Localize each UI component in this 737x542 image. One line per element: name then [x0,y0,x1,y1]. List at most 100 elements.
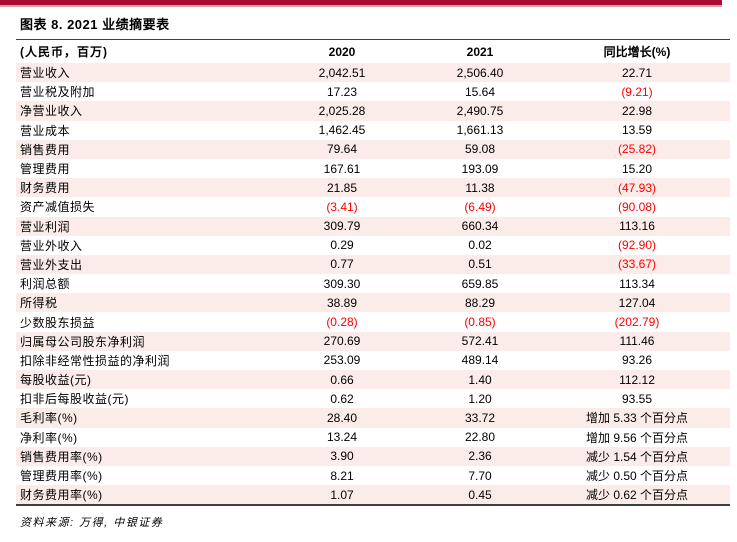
table-row: 营业收入 2,042.51 2,506.40 22.71 [16,63,730,83]
cell-yoy: 22.98 [621,103,653,118]
cell-2021: 2,490.75 [456,103,504,118]
table-body: 营业收入 2,042.51 2,506.40 22.71 营业税及附加 17.23 15.6… [16,63,730,505]
cell-yoy: 增加 9.56 个百分点 [585,430,689,445]
figure-title: 图表 8. 2021 业绩摘要表 [20,17,170,32]
cell-yoy: 111.46 [619,334,655,349]
cell-2021: 11.38 [465,180,495,195]
cell-yoy: 112.12 [619,372,655,387]
cell-2021: 33.72 [464,410,496,425]
cell-2021: 0.45 [468,487,492,502]
cell-2021: 2,506.40 [456,65,504,80]
table-row: 管理费用率(%) 8.21 7.70 减少 0.50 个百分点 [16,466,730,485]
table-row: 销售费用率(%) 3.90 2.36 减少 1.54 个百分点 [16,446,730,466]
cell-2021: 1,661.13 [456,123,504,138]
table-row: 归属母公司股东净利润 270.69 572.41 111.46 [16,331,730,351]
table-row: 营业税及附加 17.23 15.64 (9.21) [16,82,730,101]
cell-2021: (6.49) [464,199,496,214]
row-label: 管理费用 [20,162,71,177]
row-label: 所得税 [20,296,58,311]
column-header-unit: (人民币，百万) [20,45,108,59]
cell-2020: 3.90 [330,449,354,464]
row-label: 毛利率(%) [20,411,78,426]
cell-2021: (0.85) [464,315,496,330]
cell-yoy: (90.08) [617,199,657,214]
cell-yoy: 减少 0.62 个百分点 [585,488,689,503]
cell-2021: 1.40 [468,372,492,387]
cell-2020: 309.79 [323,219,361,234]
cell-2020: 28.40 [326,410,358,425]
cell-yoy: 127.04 [618,295,656,310]
row-label: 财务费用 [20,181,71,196]
column-header-2020: 2020 [328,44,356,59]
cell-2020: 21.85 [326,180,358,195]
cell-yoy: (202.79) [614,315,660,330]
cell-yoy: (47.93) [617,180,657,195]
cell-2020: 253.09 [323,353,361,368]
cell-2021: 88.29 [464,295,496,310]
table-row: 扣非后每股收益(元) 0.62 1.20 93.55 [16,389,730,408]
row-label: 扣非后每股收益(元) [20,392,129,407]
cell-2020: 1.07 [330,487,354,502]
table-row: 利润总额 309.30 659.85 113.34 [16,274,730,293]
cell-2020: 309.30 [323,276,361,291]
cell-2021: 572.41 [461,334,499,349]
table-row: 财务费用 21.85 11.38 (47.93) [16,178,730,198]
cell-2021: 659.85 [461,276,499,291]
cell-yoy: 减少 1.54 个百分点 [585,449,689,464]
row-label: 销售费用率(%) [20,449,103,464]
row-label: 营业税及附加 [20,85,96,100]
cell-2020: 8.21 [330,468,354,483]
cell-2021: 660.34 [461,219,499,234]
row-label: 管理费用率(%) [20,469,103,484]
cell-2020: 270.69 [323,334,361,349]
cell-2021: 7.70 [468,468,492,483]
row-label: 净营业收入 [20,104,83,119]
row-label: 营业利润 [20,219,71,234]
cell-2020: 167.61 [323,161,361,176]
row-label: 资产减值损失 [20,200,96,215]
table-row: 所得税 38.89 88.29 127.04 [16,293,730,313]
table-row: 净利率(%) 13.24 22.80 增加 9.56 个百分点 [16,428,730,447]
row-label: 营业成本 [20,123,71,138]
cell-yoy: 22.71 [621,65,653,80]
table-row: 管理费用 167.61 193.09 15.20 [16,159,730,178]
cell-yoy: 113.34 [619,276,655,291]
row-label: 销售费用 [20,142,71,157]
row-label: 营业外收入 [20,238,83,253]
source-note: 资料来源: 万得, 中银证券 [20,517,164,530]
table-row: 财务费用率(%) 1.07 0.45 减少 0.62 个百分点 [16,485,730,505]
cell-2021: 15.64 [464,84,496,99]
cell-yoy: (92.90) [617,238,657,253]
report-figure: 图表 8. 2021 业绩摘要表 (人民币，百万) 2020 2021 同比增长… [0,14,737,530]
table-row: 营业成本 1,462.45 1,661.13 13.59 [16,121,730,140]
table-row: 扣除非经常性损益的净利润 253.09 489.14 93.26 [16,351,730,370]
table-row: 每股收益(元) 0.66 1.40 112.12 [16,370,730,390]
cell-2021: 59.08 [464,142,496,157]
cell-yoy: (9.21) [621,84,653,99]
row-label: 扣除非经常性损益的净利润 [20,353,171,368]
table-row: 销售费用 79.64 59.08 (25.82) [16,139,730,159]
row-label: 利润总额 [20,277,71,292]
column-header-2021: 2021 [466,44,494,59]
cell-2021: 489.14 [461,353,499,368]
row-label: 每股收益(元) [20,373,92,388]
cell-yoy: 93.26 [621,353,653,368]
cell-yoy: 减少 0.50 个百分点 [585,469,689,484]
table-row: 营业外收入 0.29 0.02 (92.90) [16,236,730,255]
cell-yoy: 15.20 [621,161,653,176]
cell-yoy: (25.82) [617,142,657,157]
table-row: 营业利润 309.79 660.34 113.16 [16,216,730,236]
cell-2020: 2,042.51 [318,65,366,80]
cell-2020: 1,462.45 [318,123,366,138]
table-header-row: (人民币，百万) 2020 2021 同比增长(%) [16,40,730,63]
cell-2020: 0.62 [330,391,354,406]
cell-2021: 22.80 [464,430,496,445]
row-label: 营业外支出 [20,257,83,272]
table-row: 净营业收入 2,025.28 2,490.75 22.98 [16,101,730,121]
cell-2020: 13.24 [326,430,358,445]
summary-table: (人民币，百万) 2020 2021 同比增长(%) 营业收入 2,042.51 2… [16,39,730,507]
cell-2021: 0.51 [468,257,492,272]
cell-yoy: 113.16 [619,219,655,234]
cell-yoy: (33.67) [617,257,657,272]
cell-2020: 0.66 [330,372,354,387]
